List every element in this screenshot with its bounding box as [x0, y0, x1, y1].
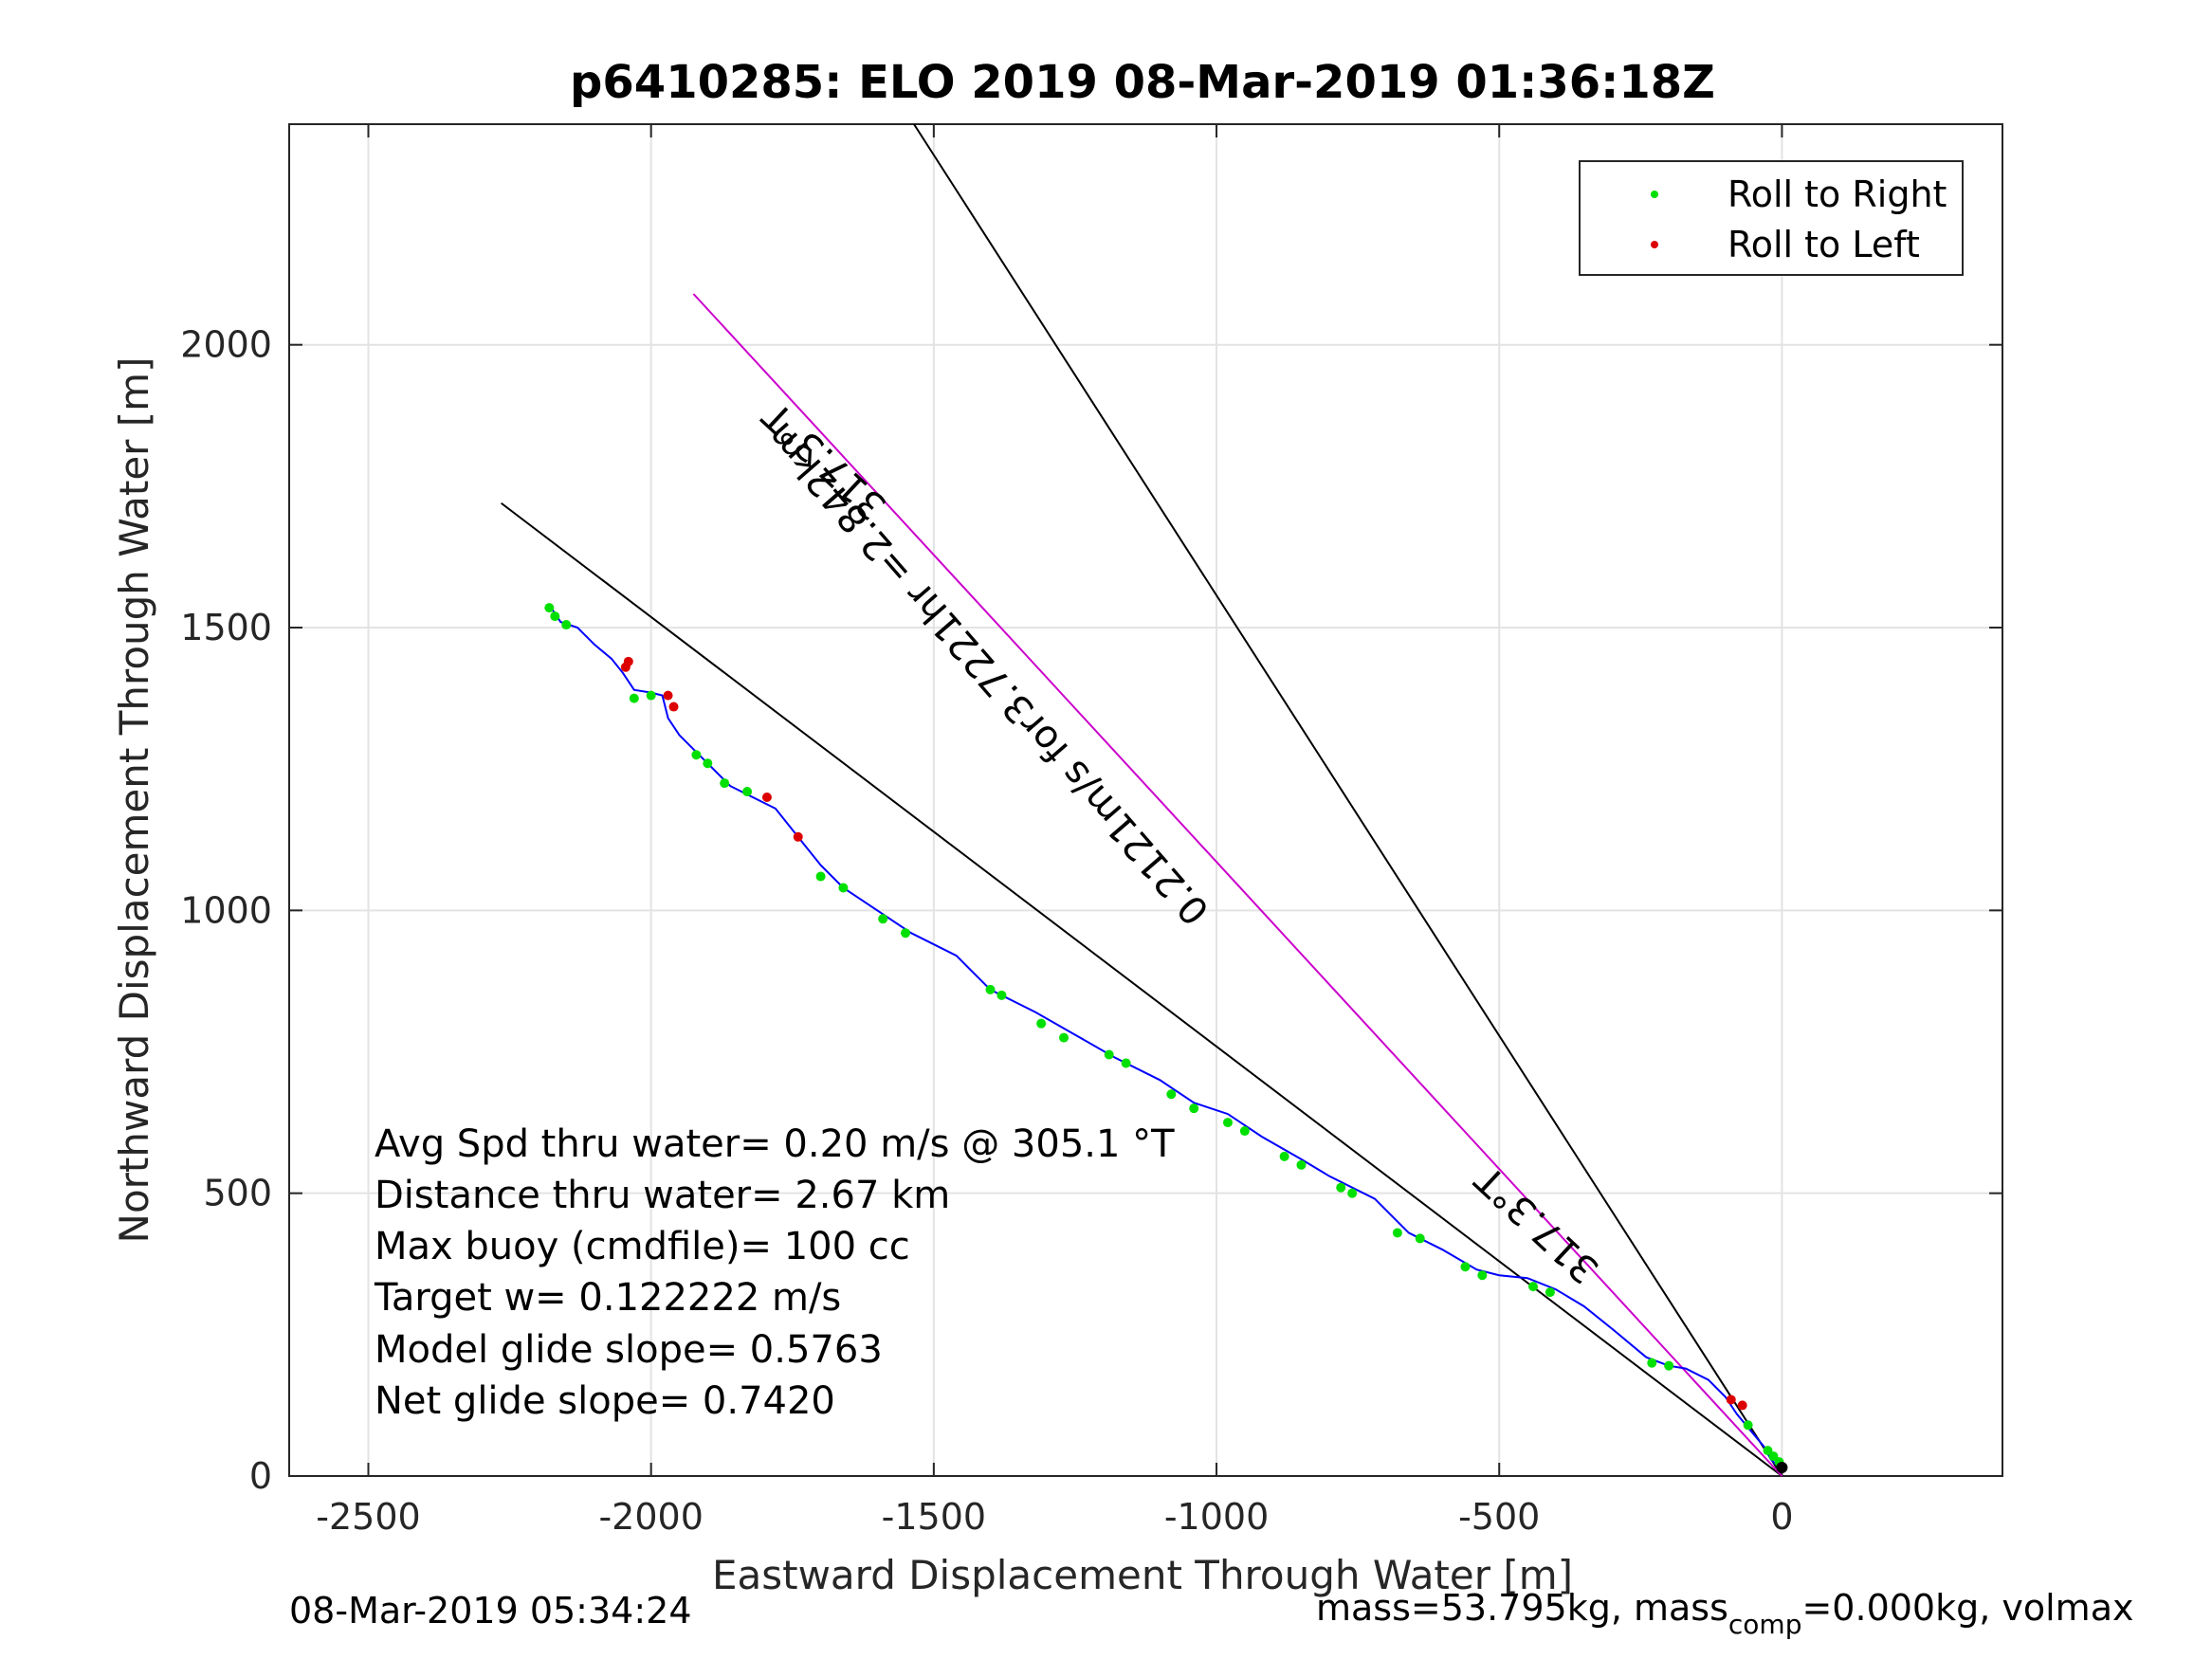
- roll-right-point: [720, 778, 730, 789]
- roll-right-point: [1239, 1126, 1250, 1137]
- roll-right-point: [1336, 1182, 1346, 1193]
- roll-right-point: [901, 928, 911, 939]
- roll-right-point: [550, 611, 560, 622]
- reference-line: [913, 123, 1783, 1477]
- y-tick-label: 500: [203, 1173, 272, 1214]
- y-tick-label: 0: [249, 1455, 272, 1497]
- legend: Roll to Right Roll to Left: [1579, 160, 1964, 276]
- roll-left-point: [761, 793, 772, 803]
- roll-right-point: [1647, 1358, 1657, 1368]
- y-tick-label: 1000: [180, 889, 272, 931]
- roll-right-point: [1528, 1282, 1539, 1292]
- line-label: 317.3°T: [1467, 1157, 1607, 1291]
- roll-right-point: [1296, 1159, 1307, 1170]
- roll-right-point: [985, 984, 996, 994]
- reference-line: [501, 501, 1783, 1477]
- roll-left-point: [1737, 1400, 1747, 1411]
- footer-timestamp: 08-Mar-2019 05:34:24: [289, 1590, 692, 1632]
- annotation-model-glide-slope: Model glide slope= 0.5763: [375, 1328, 883, 1372]
- roll-right-point: [815, 871, 826, 882]
- roll-right-point: [838, 883, 849, 893]
- reference-lines: [501, 123, 1783, 1477]
- roll-right-point: [544, 603, 555, 613]
- roll-right-point: [1545, 1287, 1555, 1298]
- roll-right-point: [996, 990, 1007, 1000]
- legend-marker-roll-left: [1651, 241, 1658, 248]
- roll-right-point: [703, 758, 713, 769]
- roll-right-point: [878, 914, 888, 924]
- glider-track: [544, 603, 1788, 1474]
- roll-right-point: [561, 620, 572, 630]
- roll-right-point: [1166, 1089, 1177, 1100]
- roll-right-point: [1121, 1058, 1131, 1068]
- chart-title: p6410285: ELO 2019 08-Mar-2019 01:36:18Z: [570, 56, 1715, 109]
- roll-right-point: [1743, 1420, 1753, 1431]
- x-tick-label: 0: [1770, 1496, 1793, 1538]
- x-tick-label: -500: [1458, 1496, 1540, 1538]
- roll-left-point: [668, 702, 679, 712]
- roll-right-point: [1415, 1233, 1425, 1244]
- stats-annotations: Avg Spd thru water= 0.20 m/s @ 305.1 °T …: [374, 1122, 1175, 1423]
- annotation-avg-speed: Avg Spd thru water= 0.20 m/s @ 305.1 °T: [375, 1122, 1175, 1166]
- x-tick-label: -1000: [1164, 1496, 1269, 1538]
- plot-area: [288, 123, 2003, 1477]
- legend-box: [1579, 160, 1964, 276]
- roll-left-point: [793, 831, 803, 842]
- legend-label-roll-left: Roll to Left: [1728, 224, 1920, 265]
- roll-left-point: [663, 690, 673, 701]
- roll-left-point: [620, 662, 631, 672]
- annotation-target-w: Target w= 0.122222 m/s: [374, 1276, 841, 1320]
- y-tick-label: 1500: [180, 607, 272, 648]
- roll-right-point: [742, 787, 753, 797]
- x-tick-label: -1500: [882, 1496, 986, 1538]
- roll-right-point: [1222, 1118, 1233, 1128]
- roll-right-point: [1392, 1228, 1402, 1238]
- start-point: [1776, 1462, 1788, 1474]
- roll-left-point: [1726, 1395, 1736, 1405]
- roll-right-point: [1347, 1188, 1358, 1198]
- footer-mass-info: mass=53.795kg, masscomp=0.000kg, volmax: [1316, 1587, 2133, 1640]
- annotation-distance: Distance thru water= 2.67 km: [375, 1174, 950, 1217]
- x-axis-label: Eastward Displacement Through Water [m]: [712, 1552, 1573, 1598]
- footer-mass-prefix: mass=53.795kg, mass: [1316, 1587, 1728, 1629]
- annotation-net-glide-slope: Net glide slope= 0.7420: [375, 1379, 835, 1423]
- x-tick-label: -2000: [598, 1496, 703, 1538]
- roll-right-point: [629, 693, 639, 703]
- axis-ticks: -2500 -2000 -1500 -1000 -500 0 0 500 1000 1500 200…: [180, 124, 2002, 1538]
- roll-right-point: [1036, 1018, 1047, 1029]
- legend-label-roll-right: Roll to Right: [1728, 173, 1947, 215]
- roll-right-point: [691, 750, 702, 760]
- y-axis-label: Northward Displacement Through Water [m]: [111, 357, 157, 1244]
- roll-right-point: [1189, 1103, 1199, 1114]
- grid: [289, 124, 2002, 1477]
- annotation-max-buoy: Max buoy (cmdfile)= 100 cc: [375, 1225, 910, 1268]
- y-tick-label: 2000: [180, 324, 272, 366]
- roll-right-point: [1104, 1049, 1114, 1060]
- roll-right-point: [646, 690, 656, 701]
- roll-right-point: [1477, 1270, 1488, 1281]
- roll-right-point: [1279, 1151, 1289, 1161]
- roll-right-point: [1059, 1032, 1069, 1043]
- roll-right-point: [1460, 1262, 1471, 1272]
- legend-marker-roll-right: [1651, 191, 1658, 198]
- footer-mass-subscript: comp: [1728, 1609, 1802, 1640]
- roll-right-point: [1763, 1446, 1773, 1456]
- footer-mass-suffix: =0.000kg, volmax: [1801, 1587, 2133, 1629]
- roll-right-point: [1664, 1360, 1674, 1371]
- reference-line: [692, 293, 1783, 1477]
- x-tick-label: -2500: [316, 1496, 420, 1538]
- track-line: [548, 604, 1783, 1471]
